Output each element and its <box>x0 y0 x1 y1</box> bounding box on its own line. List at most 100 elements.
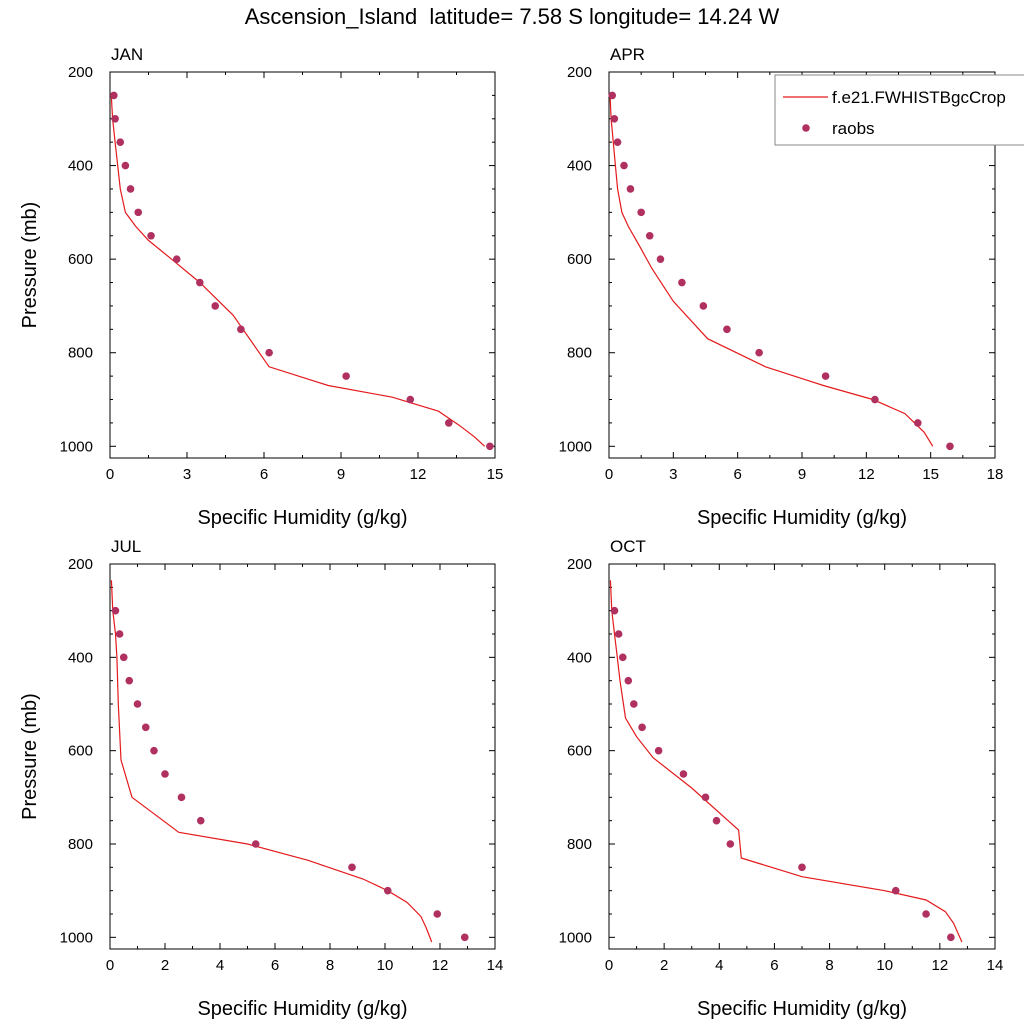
panel-title: JAN <box>111 45 143 64</box>
raobs-point <box>119 653 128 662</box>
raobs-point <box>638 723 646 732</box>
raobs-point <box>115 630 124 638</box>
model-profile-line <box>609 580 963 943</box>
raobs-point <box>620 161 628 170</box>
x-tick-label: 0 <box>605 466 613 483</box>
x-tick-label: 10 <box>377 957 394 974</box>
plot-frame <box>109 563 496 950</box>
x-tick-label: 6 <box>733 466 741 483</box>
x-tick-label: 15 <box>922 466 939 483</box>
plot-frame <box>608 563 996 950</box>
raobs-point <box>654 746 663 755</box>
raobs-point <box>618 653 627 662</box>
raobs-point <box>110 91 118 100</box>
raobs-point <box>348 863 356 872</box>
y-tick-label: 1000 <box>559 438 592 455</box>
raobs-point <box>126 185 135 193</box>
raobs-point <box>608 91 617 100</box>
x-tick-label: 14 <box>987 957 1004 974</box>
raobs-point <box>871 395 879 404</box>
legend: f.e21.FWHISTBgcCrop raobs <box>774 74 1024 146</box>
raobs-point <box>141 723 150 732</box>
panel-jul: 0 2 4 6 8 10 12 14 200 400 600 800 1000 JUL Specific H… <box>19 537 503 1020</box>
y-tick-label: 200 <box>68 64 93 81</box>
raobs-point <box>125 676 134 685</box>
raobs-point <box>699 302 708 310</box>
y-tick-label: 800 <box>567 836 592 853</box>
raobs-point <box>433 910 442 918</box>
x-tick-label: 9 <box>337 466 345 483</box>
x-tick-label: 0 <box>106 957 114 974</box>
y-tick-label: 400 <box>68 158 93 175</box>
raobs-point <box>211 302 220 310</box>
x-axis-label: Specific Humidity (g/kg) <box>197 507 407 529</box>
y-tick-label: 1000 <box>559 929 592 946</box>
raobs-point <box>614 630 623 638</box>
raobs-point <box>445 419 453 427</box>
raobs-point <box>134 208 143 217</box>
y-tick-label: 400 <box>567 649 592 666</box>
panel-title: OCT <box>610 537 646 556</box>
panel-title: JUL <box>111 537 141 556</box>
x-tick-label: 4 <box>715 957 723 974</box>
raobs-point <box>486 442 494 451</box>
raobs-point <box>914 419 922 427</box>
x-tick-label: 18 <box>987 466 1004 483</box>
y-tick-label: 800 <box>68 836 93 853</box>
x-tick-label: 12 <box>432 957 449 974</box>
x-tick-label: 3 <box>183 466 191 483</box>
raobs-point <box>237 325 245 334</box>
panel-apr: 0 3 6 9 12 15 18 200 400 600 800 1000 APR Specific Hu… <box>559 45 1004 529</box>
legend-label: f.e21.FWHISTBgcCrop <box>832 88 1006 107</box>
x-tick-label: 0 <box>106 466 114 483</box>
y-tick-label: 200 <box>567 64 592 81</box>
x-axis-label: Specific Humidity (g/kg) <box>697 998 907 1020</box>
raobs-point <box>610 114 619 123</box>
raobs-point <box>946 442 954 451</box>
raobs-point <box>406 395 415 404</box>
x-tick-label: 6 <box>770 957 778 974</box>
raobs-point <box>678 278 686 287</box>
x-tick-label: 14 <box>487 957 504 974</box>
raobs-point <box>610 606 619 615</box>
raobs-point <box>656 255 665 263</box>
y-tick-label: 600 <box>567 743 592 760</box>
raobs-point <box>645 231 654 240</box>
y-tick-label: 1000 <box>60 438 93 455</box>
x-tick-label: 15 <box>487 466 504 483</box>
y-tick-label: 600 <box>567 251 592 268</box>
page-title: Ascension_Island latitude= 7.58 S longit… <box>244 4 780 29</box>
plot-frame <box>109 71 496 459</box>
raobs-point <box>679 770 688 778</box>
raobs-point <box>116 138 125 146</box>
raobs-point <box>150 746 158 755</box>
x-tick-label: 12 <box>410 466 427 483</box>
x-tick-label: 6 <box>271 957 279 974</box>
raobs-point <box>637 208 645 217</box>
y-axis-label: Pressure (mb) <box>19 202 41 329</box>
raobs-point <box>196 278 204 287</box>
x-tick-label: 2 <box>161 957 169 974</box>
y-tick-label: 600 <box>68 743 93 760</box>
raobs-point <box>947 933 955 942</box>
x-tick-label: 3 <box>669 466 677 483</box>
model-profile-line <box>110 580 433 943</box>
raobs-point <box>342 372 350 380</box>
raobs-point <box>177 793 186 802</box>
y-tick-label: 600 <box>68 251 93 268</box>
y-tick-label: 200 <box>68 556 93 573</box>
raobs-point <box>111 606 120 615</box>
raobs-point <box>265 348 273 357</box>
legend-label: raobs <box>832 119 875 138</box>
panel-title: APR <box>610 45 645 64</box>
raobs-point <box>723 325 731 334</box>
raobs-point <box>383 886 392 895</box>
y-tick-label: 800 <box>567 345 592 362</box>
x-tick-label: 9 <box>798 466 806 483</box>
x-tick-label: 12 <box>932 957 949 974</box>
raobs-point <box>613 138 622 146</box>
x-tick-label: 6 <box>260 466 268 483</box>
raobs-point <box>891 886 900 895</box>
raobs-point <box>624 676 633 685</box>
